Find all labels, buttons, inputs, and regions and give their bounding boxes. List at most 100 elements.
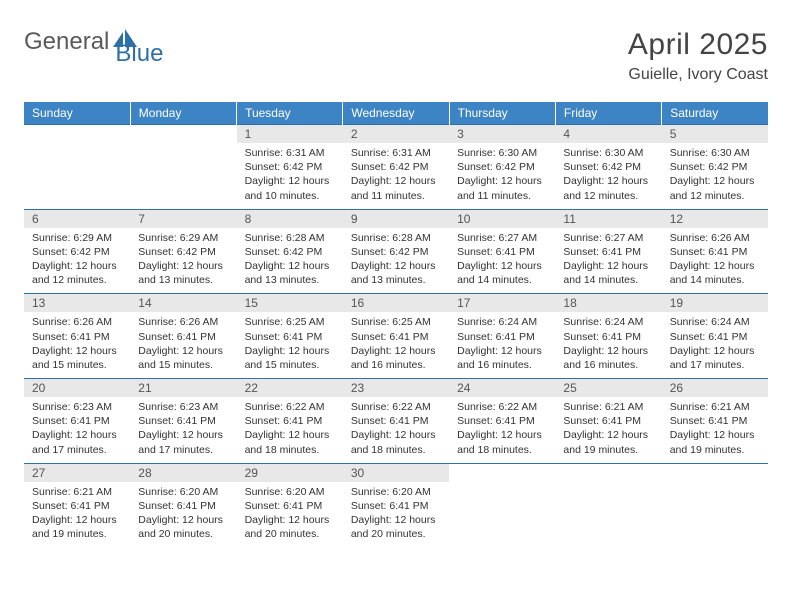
day-data: Sunrise: 6:27 AMSunset: 6:41 PMDaylight:… <box>449 228 555 294</box>
daylight-text: Daylight: 12 hours and 15 minutes. <box>32 344 122 372</box>
daylight-text: Daylight: 12 hours and 19 minutes. <box>32 513 122 541</box>
day-number: 5 <box>662 125 768 143</box>
sunset-text: Sunset: 6:42 PM <box>245 245 335 259</box>
sunrise-text: Sunrise: 6:27 AM <box>457 231 547 245</box>
sunrise-text: Sunrise: 6:30 AM <box>563 146 653 160</box>
calendar-day-cell: 3Sunrise: 6:30 AMSunset: 6:42 PMDaylight… <box>449 125 555 210</box>
sunset-text: Sunset: 6:42 PM <box>32 245 122 259</box>
calendar-day-cell: 13Sunrise: 6:26 AMSunset: 6:41 PMDayligh… <box>24 294 130 379</box>
sunset-text: Sunset: 6:41 PM <box>670 245 760 259</box>
day-number: 9 <box>343 210 449 228</box>
sunrise-text: Sunrise: 6:21 AM <box>670 400 760 414</box>
calendar-day-cell: 18Sunrise: 6:24 AMSunset: 6:41 PMDayligh… <box>555 294 661 379</box>
sunrise-text: Sunrise: 6:26 AM <box>138 315 228 329</box>
daylight-text: Daylight: 12 hours and 18 minutes. <box>457 428 547 456</box>
day-data: Sunrise: 6:26 AMSunset: 6:41 PMDaylight:… <box>24 312 130 378</box>
sunset-text: Sunset: 6:42 PM <box>670 160 760 174</box>
sunset-text: Sunset: 6:41 PM <box>457 414 547 428</box>
calendar-day-cell: 21Sunrise: 6:23 AMSunset: 6:41 PMDayligh… <box>130 379 236 464</box>
daylight-text: Daylight: 12 hours and 15 minutes. <box>245 344 335 372</box>
daylight-text: Daylight: 12 hours and 17 minutes. <box>138 428 228 456</box>
calendar-week-row: 27Sunrise: 6:21 AMSunset: 6:41 PMDayligh… <box>24 463 768 547</box>
day-data: Sunrise: 6:24 AMSunset: 6:41 PMDaylight:… <box>662 312 768 378</box>
sunset-text: Sunset: 6:41 PM <box>32 499 122 513</box>
sunrise-text: Sunrise: 6:22 AM <box>245 400 335 414</box>
calendar-day-cell: 5 Sunrise: 6:30 AMSunset: 6:42 PMDaylight… <box>662 125 768 210</box>
daylight-text: Daylight: 12 hours and 13 minutes. <box>138 259 228 287</box>
calendar-day-cell: 15Sunrise: 6:25 AMSunset: 6:41 PMDayligh… <box>237 294 343 379</box>
calendar-day-cell: 12Sunrise: 6:26 AMSunset: 6:41 PMDayligh… <box>662 209 768 294</box>
day-data: Sunrise: 6:31 AMSunset: 6:42 PMDaylight:… <box>237 143 343 209</box>
sunrise-text: Sunrise: 6:30 AM <box>670 146 760 160</box>
daylight-text: Daylight: 12 hours and 11 minutes. <box>457 174 547 202</box>
calendar-day-cell: 25Sunrise: 6:21 AMSunset: 6:41 PMDayligh… <box>555 379 661 464</box>
day-data: Sunrise: 6:24 AMSunset: 6:41 PMDaylight:… <box>449 312 555 378</box>
day-number: 14 <box>130 294 236 312</box>
sunrise-text: Sunrise: 6:22 AM <box>351 400 441 414</box>
sunrise-text: Sunrise: 6:23 AM <box>32 400 122 414</box>
day-data: Sunrise: 6:26 AMSunset: 6:41 PMDaylight:… <box>662 228 768 294</box>
day-data: Sunrise: 6:22 AMSunset: 6:41 PMDaylight:… <box>343 397 449 463</box>
calendar-day-cell: 17Sunrise: 6:24 AMSunset: 6:41 PMDayligh… <box>449 294 555 379</box>
daylight-text: Daylight: 12 hours and 16 minutes. <box>457 344 547 372</box>
day-number: 10 <box>449 210 555 228</box>
sunrise-text: Sunrise: 6:20 AM <box>245 485 335 499</box>
day-number: 11 <box>555 210 661 228</box>
sunrise-text: Sunrise: 6:28 AM <box>351 231 441 245</box>
calendar-page: General Blue April 2025 Guielle, Ivory C… <box>0 0 792 557</box>
day-number: 21 <box>130 379 236 397</box>
logo: General Blue <box>24 28 189 56</box>
sunrise-text: Sunrise: 6:24 AM <box>457 315 547 329</box>
calendar-day-cell <box>24 125 130 210</box>
day-data <box>130 129 236 191</box>
day-data: Sunrise: 6:25 AMSunset: 6:41 PMDaylight:… <box>237 312 343 378</box>
calendar-week-row: 1Sunrise: 6:31 AMSunset: 6:42 PMDaylight… <box>24 125 768 210</box>
sunset-text: Sunset: 6:41 PM <box>563 245 653 259</box>
sunrise-text: Sunrise: 6:26 AM <box>670 231 760 245</box>
day-number: 22 <box>237 379 343 397</box>
daylight-text: Daylight: 12 hours and 13 minutes. <box>245 259 335 287</box>
calendar-day-cell: 10Sunrise: 6:27 AMSunset: 6:41 PMDayligh… <box>449 209 555 294</box>
day-number: 28 <box>130 464 236 482</box>
logo-text-blue: Blue <box>115 40 163 68</box>
calendar-day-cell: 8Sunrise: 6:28 AMSunset: 6:42 PMDaylight… <box>237 209 343 294</box>
day-data: Sunrise: 6:23 AMSunset: 6:41 PMDaylight:… <box>24 397 130 463</box>
day-data: Sunrise: 6:25 AMSunset: 6:41 PMDaylight:… <box>343 312 449 378</box>
daylight-text: Daylight: 12 hours and 14 minutes. <box>670 259 760 287</box>
sunset-text: Sunset: 6:41 PM <box>351 414 441 428</box>
day-number: 3 <box>449 125 555 143</box>
daylight-text: Daylight: 12 hours and 20 minutes. <box>351 513 441 541</box>
page-header: General Blue April 2025 Guielle, Ivory C… <box>24 28 768 84</box>
sunset-text: Sunset: 6:41 PM <box>245 330 335 344</box>
daylight-text: Daylight: 12 hours and 20 minutes. <box>138 513 228 541</box>
sunset-text: Sunset: 6:41 PM <box>245 414 335 428</box>
sunset-text: Sunset: 6:41 PM <box>670 414 760 428</box>
daylight-text: Daylight: 12 hours and 17 minutes. <box>32 428 122 456</box>
sunset-text: Sunset: 6:41 PM <box>138 330 228 344</box>
day-data: Sunrise: 6:21 AMSunset: 6:41 PMDaylight:… <box>555 397 661 463</box>
calendar-day-cell: 27Sunrise: 6:21 AMSunset: 6:41 PMDayligh… <box>24 463 130 547</box>
day-data: Sunrise: 6:23 AMSunset: 6:41 PMDaylight:… <box>130 397 236 463</box>
sunset-text: Sunset: 6:41 PM <box>457 330 547 344</box>
day-data: Sunrise: 6:29 AMSunset: 6:42 PMDaylight:… <box>24 228 130 294</box>
day-number: 26 <box>662 379 768 397</box>
day-data: Sunrise: 6:20 AMSunset: 6:41 PMDaylight:… <box>237 482 343 548</box>
day-number: 15 <box>237 294 343 312</box>
calendar-day-cell: 26Sunrise: 6:21 AMSunset: 6:41 PMDayligh… <box>662 379 768 464</box>
weekday-header: Wednesday <box>343 102 449 125</box>
calendar-day-cell: 20Sunrise: 6:23 AMSunset: 6:41 PMDayligh… <box>24 379 130 464</box>
day-number: 24 <box>449 379 555 397</box>
day-number: 23 <box>343 379 449 397</box>
sunrise-text: Sunrise: 6:30 AM <box>457 146 547 160</box>
daylight-text: Daylight: 12 hours and 12 minutes. <box>670 174 760 202</box>
day-data: Sunrise: 6:28 AMSunset: 6:42 PMDaylight:… <box>343 228 449 294</box>
day-number: 29 <box>237 464 343 482</box>
calendar-day-cell: 28Sunrise: 6:20 AMSunset: 6:41 PMDayligh… <box>130 463 236 547</box>
calendar-day-cell: 23Sunrise: 6:22 AMSunset: 6:41 PMDayligh… <box>343 379 449 464</box>
calendar-day-cell: 9Sunrise: 6:28 AMSunset: 6:42 PMDaylight… <box>343 209 449 294</box>
day-data <box>24 129 130 191</box>
sunrise-text: Sunrise: 6:29 AM <box>138 231 228 245</box>
sunrise-text: Sunrise: 6:24 AM <box>563 315 653 329</box>
daylight-text: Daylight: 12 hours and 18 minutes. <box>351 428 441 456</box>
sunrise-text: Sunrise: 6:25 AM <box>245 315 335 329</box>
